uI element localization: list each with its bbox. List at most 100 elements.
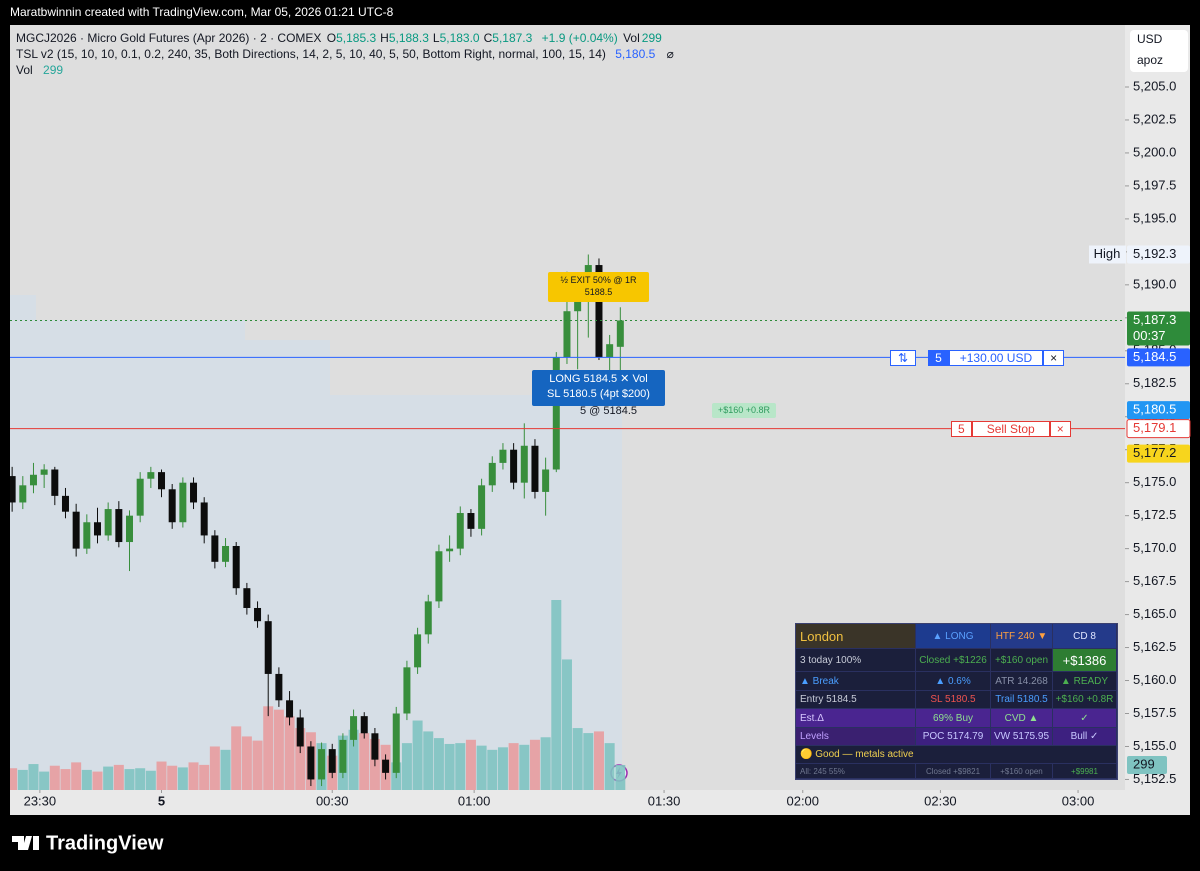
sell-stop-close[interactable]: × bbox=[1049, 421, 1071, 437]
candle-body bbox=[61, 495, 69, 512]
symbol[interactable]: MGCJ2026 · Micro Gold Futures (Apr 2026)… bbox=[16, 31, 322, 45]
indicator-icon[interactable]: ⌀ bbox=[666, 47, 674, 61]
y-tick-label: 5,197.5 bbox=[1133, 177, 1176, 192]
candle-body bbox=[10, 476, 16, 503]
candle-body bbox=[104, 509, 112, 536]
candle-body bbox=[126, 515, 134, 543]
volume-bar bbox=[231, 726, 242, 790]
position-line[interactable]: ⇅ 5 +130.00 USD × bbox=[890, 350, 1065, 366]
vol-value: 299 bbox=[641, 31, 662, 45]
table-cell: 🟡 Good — metals active bbox=[796, 746, 1117, 764]
table-cell: Bull ✓ bbox=[1053, 728, 1117, 746]
volume-bar bbox=[49, 765, 60, 790]
candle-body bbox=[93, 522, 101, 536]
y-tick-label: 5,190.0 bbox=[1133, 276, 1176, 291]
candle-body bbox=[275, 673, 283, 701]
x-tick-label: 00:30 bbox=[316, 793, 349, 808]
candle-body bbox=[392, 713, 400, 773]
y-tick-label: 5,157.5 bbox=[1133, 705, 1176, 720]
volume-bar bbox=[28, 764, 39, 790]
y-tick-label: 5,152.5 bbox=[1133, 771, 1176, 786]
volume-bar bbox=[476, 745, 487, 790]
candle-body bbox=[179, 482, 187, 523]
volume-bar bbox=[167, 765, 178, 790]
candle-body bbox=[414, 634, 422, 668]
sell-stop-line[interactable]: 5 Sell Stop × bbox=[951, 421, 1071, 437]
candle-body bbox=[222, 545, 230, 562]
table-cell: +$160 open bbox=[991, 649, 1053, 672]
y-tick-label: 5,172.5 bbox=[1133, 507, 1176, 522]
candle-body bbox=[542, 469, 550, 492]
price-badge-timer: 00:37 bbox=[1133, 328, 1166, 343]
x-tick-label: 03:00 bbox=[1062, 793, 1095, 808]
price-badge-label: 5,184.5 bbox=[1133, 349, 1176, 364]
volume-bar bbox=[92, 771, 103, 790]
pnl-tag: +$160 +0.8R bbox=[712, 403, 777, 418]
ohlc-key: L bbox=[432, 31, 440, 45]
y-tick-label: 5,202.5 bbox=[1133, 111, 1176, 126]
price-badge-label: 5,177.2 bbox=[1133, 445, 1176, 460]
price-tag-label: High bbox=[1094, 246, 1121, 261]
candle-body bbox=[371, 733, 379, 760]
table-cell: +$160 +0.8R bbox=[1053, 691, 1117, 709]
volume-bar bbox=[348, 729, 359, 790]
volume-bar bbox=[199, 764, 210, 790]
x-tick-label: 01:00 bbox=[458, 793, 491, 808]
x-tick-label: 23:30 bbox=[24, 793, 57, 808]
position-close[interactable]: × bbox=[1043, 350, 1065, 366]
candle-body bbox=[510, 449, 518, 483]
volume-bar bbox=[263, 706, 274, 790]
vol-indicator-value: 299 bbox=[43, 63, 64, 77]
brand: TradingView bbox=[46, 832, 164, 854]
table-cell: London bbox=[796, 624, 916, 649]
volume-bar bbox=[188, 762, 199, 790]
volume-bar bbox=[561, 659, 572, 790]
candle-body bbox=[467, 513, 475, 529]
table-cell: ▲ Break bbox=[796, 672, 916, 691]
y-tick-label: 5,160.0 bbox=[1133, 672, 1176, 687]
account: apoz bbox=[1137, 53, 1163, 67]
table-cell: ▲ READY bbox=[1053, 672, 1117, 691]
table-cell: Entry 5184.5 bbox=[796, 691, 916, 709]
volume-bar bbox=[60, 769, 71, 790]
position-pnl: +130.00 USD bbox=[948, 350, 1044, 366]
ohlc-key: H bbox=[380, 31, 389, 45]
y-tick-label: 5,155.0 bbox=[1133, 738, 1176, 753]
candle-body bbox=[72, 511, 80, 549]
trailing-stop-fill bbox=[10, 295, 622, 790]
ohlc: O5,185.3 H5,188.3 L5,183.0 C5,187.3 bbox=[327, 31, 537, 45]
x-tick-label: 5 bbox=[158, 793, 165, 808]
ohlc-key: C bbox=[483, 31, 493, 45]
exit-text: ½ EXIT 50% @ 1R bbox=[560, 275, 637, 285]
indicator[interactable]: TSL v2 (15, 10, 10, 0.1, 0.2, 240, 35, B… bbox=[16, 47, 606, 61]
volume-bar bbox=[497, 747, 508, 790]
volume-bar bbox=[572, 728, 583, 790]
y-tick-label: 5,182.5 bbox=[1133, 375, 1176, 390]
volume-bar bbox=[604, 743, 615, 790]
price-badge-label: 5,187.3 bbox=[1133, 312, 1176, 327]
price-badge-label: 5,180.5 bbox=[1133, 402, 1176, 417]
candle-body bbox=[595, 265, 603, 358]
plot bbox=[10, 254, 626, 790]
vol-indicator[interactable]: Vol bbox=[16, 63, 33, 77]
candle-body bbox=[190, 482, 198, 503]
candle-body bbox=[115, 509, 123, 543]
candle-body bbox=[296, 717, 304, 747]
currency-box[interactable] bbox=[1130, 30, 1188, 72]
price-badge-label: 5,192.3 bbox=[1133, 246, 1176, 261]
sell-stop-label: Sell Stop bbox=[971, 421, 1050, 437]
volume-bar bbox=[39, 771, 50, 790]
candle-body bbox=[360, 716, 368, 734]
price-badge bbox=[1127, 348, 1190, 367]
exit-price: 5188.5 bbox=[584, 287, 613, 297]
candle-body bbox=[552, 357, 560, 470]
volume-badge bbox=[1127, 755, 1167, 774]
table-cell: 3 today 100% bbox=[796, 649, 916, 672]
table-cell: POC 5174.79 bbox=[916, 728, 991, 746]
candle-body bbox=[40, 469, 48, 475]
volume-bar bbox=[241, 736, 252, 790]
position-icon[interactable]: ⇅ bbox=[890, 350, 917, 366]
y-tick-label: 5,200.0 bbox=[1133, 144, 1176, 159]
